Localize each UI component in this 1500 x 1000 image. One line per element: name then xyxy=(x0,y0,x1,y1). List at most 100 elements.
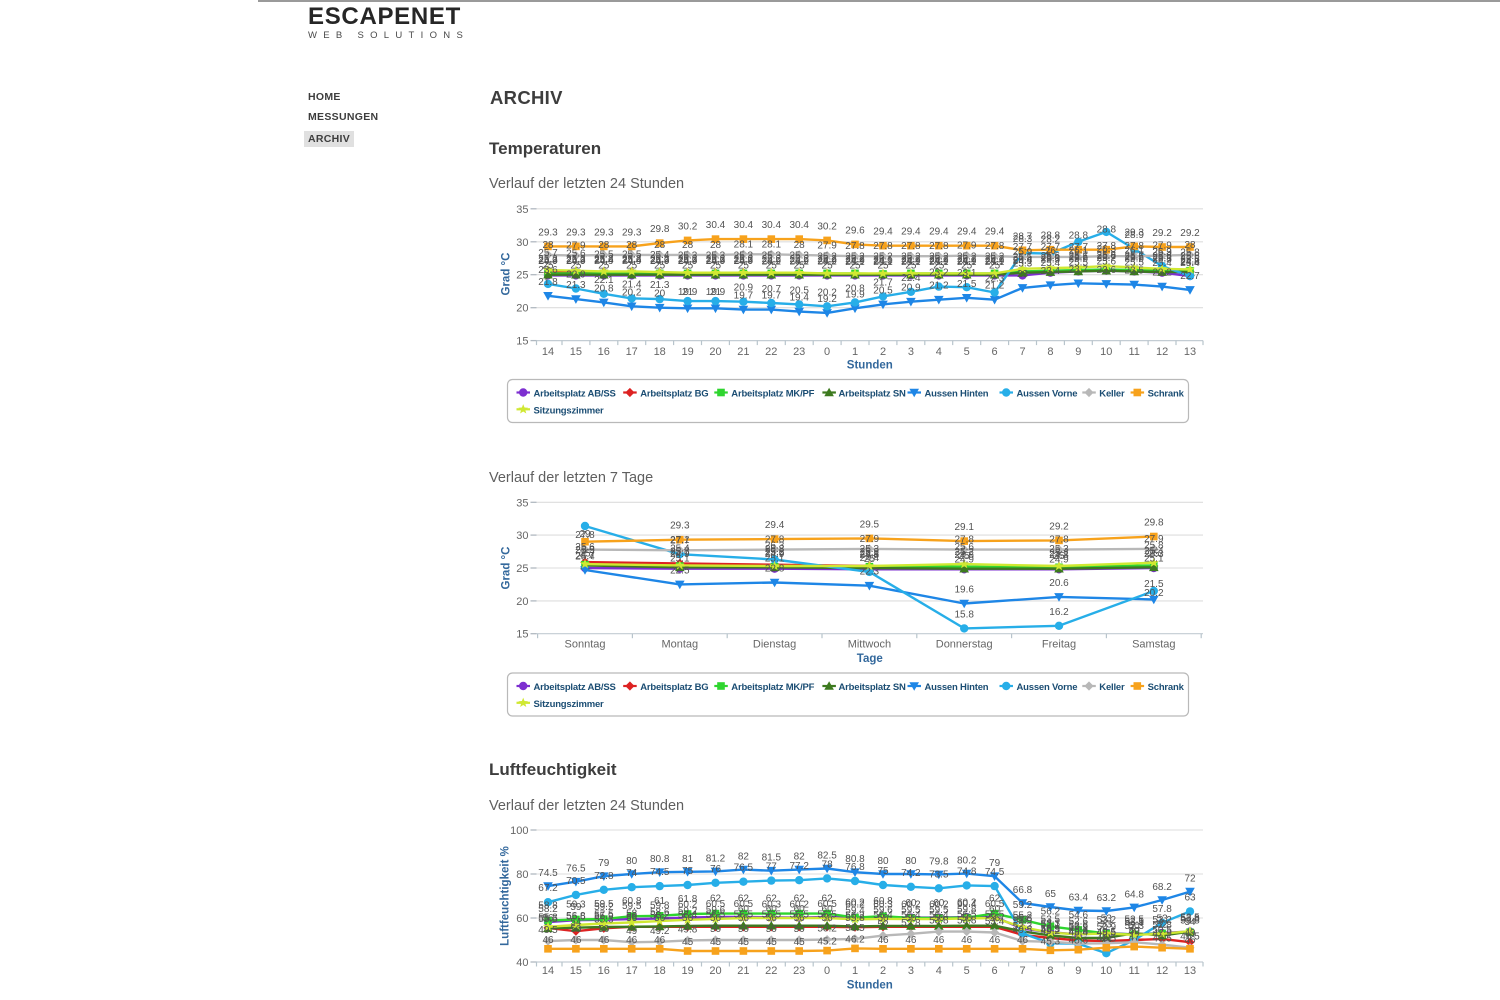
svg-text:60: 60 xyxy=(794,904,806,915)
svg-text:23: 23 xyxy=(1017,269,1029,280)
svg-text:40: 40 xyxy=(516,957,528,969)
svg-text:Aussen Vorne: Aussen Vorne xyxy=(1017,389,1078,400)
svg-text:26: 26 xyxy=(1045,246,1057,257)
svg-text:57.8: 57.8 xyxy=(1152,904,1172,915)
svg-text:25: 25 xyxy=(626,261,638,272)
svg-text:22: 22 xyxy=(765,346,777,358)
svg-text:25.6: 25.6 xyxy=(1097,257,1117,268)
svg-text:25.2: 25.2 xyxy=(566,254,586,265)
svg-text:60.4: 60.4 xyxy=(957,899,977,910)
svg-text:27.8: 27.8 xyxy=(1124,241,1144,252)
svg-text:53.2: 53.2 xyxy=(1097,915,1117,926)
svg-text:57.5: 57.5 xyxy=(594,910,614,921)
svg-text:19.7: 19.7 xyxy=(762,291,782,302)
svg-text:25.2: 25.2 xyxy=(845,254,865,265)
svg-text:63.2: 63.2 xyxy=(1097,893,1117,904)
svg-text:27.8: 27.8 xyxy=(954,535,974,546)
svg-text:27.8: 27.8 xyxy=(765,535,785,546)
svg-text:25: 25 xyxy=(849,261,861,272)
svg-text:21: 21 xyxy=(737,346,749,358)
svg-text:56.5: 56.5 xyxy=(706,910,726,921)
svg-text:26.3: 26.3 xyxy=(765,541,785,552)
svg-text:55.5: 55.5 xyxy=(538,914,558,925)
svg-text:28.7: 28.7 xyxy=(1013,231,1033,242)
svg-text:28.8: 28.8 xyxy=(1069,231,1089,242)
svg-text:29.3: 29.3 xyxy=(566,227,586,238)
svg-text:25.1: 25.1 xyxy=(670,553,690,564)
svg-text:59: 59 xyxy=(570,902,582,913)
svg-text:28.8: 28.8 xyxy=(1097,225,1117,236)
svg-text:27.9: 27.9 xyxy=(957,241,977,252)
svg-text:Aussen Vorne: Aussen Vorne xyxy=(1017,682,1078,693)
svg-text:59.5: 59.5 xyxy=(901,905,921,916)
svg-text:25.3: 25.3 xyxy=(734,256,754,267)
svg-text:19.9: 19.9 xyxy=(706,287,726,298)
svg-text:25.1: 25.1 xyxy=(765,553,785,564)
svg-text:49.5: 49.5 xyxy=(1013,925,1033,936)
svg-text:28.1: 28.1 xyxy=(734,239,754,250)
svg-text:25.4: 25.4 xyxy=(1180,258,1200,269)
svg-text:25.5: 25.5 xyxy=(1180,254,1200,265)
svg-text:77: 77 xyxy=(766,862,778,873)
svg-text:25: 25 xyxy=(961,261,973,272)
svg-text:60.2: 60.2 xyxy=(957,898,977,909)
svg-text:82: 82 xyxy=(738,852,750,863)
svg-text:24.9: 24.9 xyxy=(678,256,698,267)
svg-text:58: 58 xyxy=(626,908,638,919)
svg-text:30.4: 30.4 xyxy=(789,220,809,231)
svg-text:75: 75 xyxy=(682,866,694,877)
svg-text:25.5: 25.5 xyxy=(594,249,614,260)
svg-text:29.4: 29.4 xyxy=(873,227,893,238)
svg-text:19: 19 xyxy=(681,965,693,977)
svg-text:15: 15 xyxy=(516,629,528,641)
svg-text:25: 25 xyxy=(516,270,528,282)
svg-text:25: 25 xyxy=(1148,549,1160,560)
svg-text:56: 56 xyxy=(682,913,694,924)
svg-text:25: 25 xyxy=(822,261,834,272)
svg-text:24.9: 24.9 xyxy=(762,256,782,267)
svg-text:56.5: 56.5 xyxy=(762,910,782,921)
svg-text:56: 56 xyxy=(822,913,834,924)
svg-text:55.8: 55.8 xyxy=(1013,913,1033,924)
svg-text:25.2: 25.2 xyxy=(954,547,974,558)
svg-text:67.2: 67.2 xyxy=(538,883,558,894)
svg-text:49.2: 49.2 xyxy=(650,926,670,937)
svg-text:56: 56 xyxy=(989,913,1001,924)
svg-text:17: 17 xyxy=(626,965,638,977)
svg-text:25.3: 25.3 xyxy=(762,251,782,262)
svg-text:25: 25 xyxy=(570,261,582,272)
svg-text:56.2: 56.2 xyxy=(650,910,670,921)
svg-text:Arbeitsplatz MK/PF: Arbeitsplatz MK/PF xyxy=(731,682,814,693)
svg-text:25.1: 25.1 xyxy=(873,255,893,266)
svg-text:21.5: 21.5 xyxy=(957,279,977,290)
svg-text:35: 35 xyxy=(516,497,528,509)
svg-text:55.3: 55.3 xyxy=(594,914,614,925)
svg-text:20.9: 20.9 xyxy=(901,283,921,294)
svg-text:11: 11 xyxy=(1128,965,1139,977)
svg-text:25.3: 25.3 xyxy=(706,256,726,267)
svg-text:60.2: 60.2 xyxy=(789,900,809,911)
svg-text:25.5: 25.5 xyxy=(1069,257,1089,268)
svg-text:50: 50 xyxy=(1129,921,1141,932)
svg-text:Aussen Hinten: Aussen Hinten xyxy=(925,389,989,400)
svg-text:1: 1 xyxy=(852,346,858,358)
svg-text:64.8: 64.8 xyxy=(1124,889,1144,900)
svg-text:Montag: Montag xyxy=(661,639,698,651)
svg-text:68.2: 68.2 xyxy=(1152,882,1172,893)
svg-text:23.4: 23.4 xyxy=(1041,266,1061,277)
svg-text:28.2: 28.2 xyxy=(1041,235,1061,246)
svg-text:29.8: 29.8 xyxy=(650,224,670,235)
svg-text:46.2: 46.2 xyxy=(845,934,865,945)
svg-text:49.8: 49.8 xyxy=(1069,926,1089,937)
svg-text:53.5: 53.5 xyxy=(1041,914,1061,925)
svg-text:Sitzungszimmer: Sitzungszimmer xyxy=(534,406,605,417)
svg-text:7: 7 xyxy=(1019,346,1025,358)
svg-text:20.9: 20.9 xyxy=(734,283,754,294)
svg-text:46: 46 xyxy=(626,935,638,946)
svg-text:55.8: 55.8 xyxy=(845,913,865,924)
svg-text:Schrank: Schrank xyxy=(1148,389,1185,400)
svg-text:59.2: 59.2 xyxy=(1013,900,1033,911)
svg-text:22.3: 22.3 xyxy=(985,274,1005,285)
svg-text:0: 0 xyxy=(824,965,830,977)
svg-text:22.7: 22.7 xyxy=(1180,271,1200,282)
